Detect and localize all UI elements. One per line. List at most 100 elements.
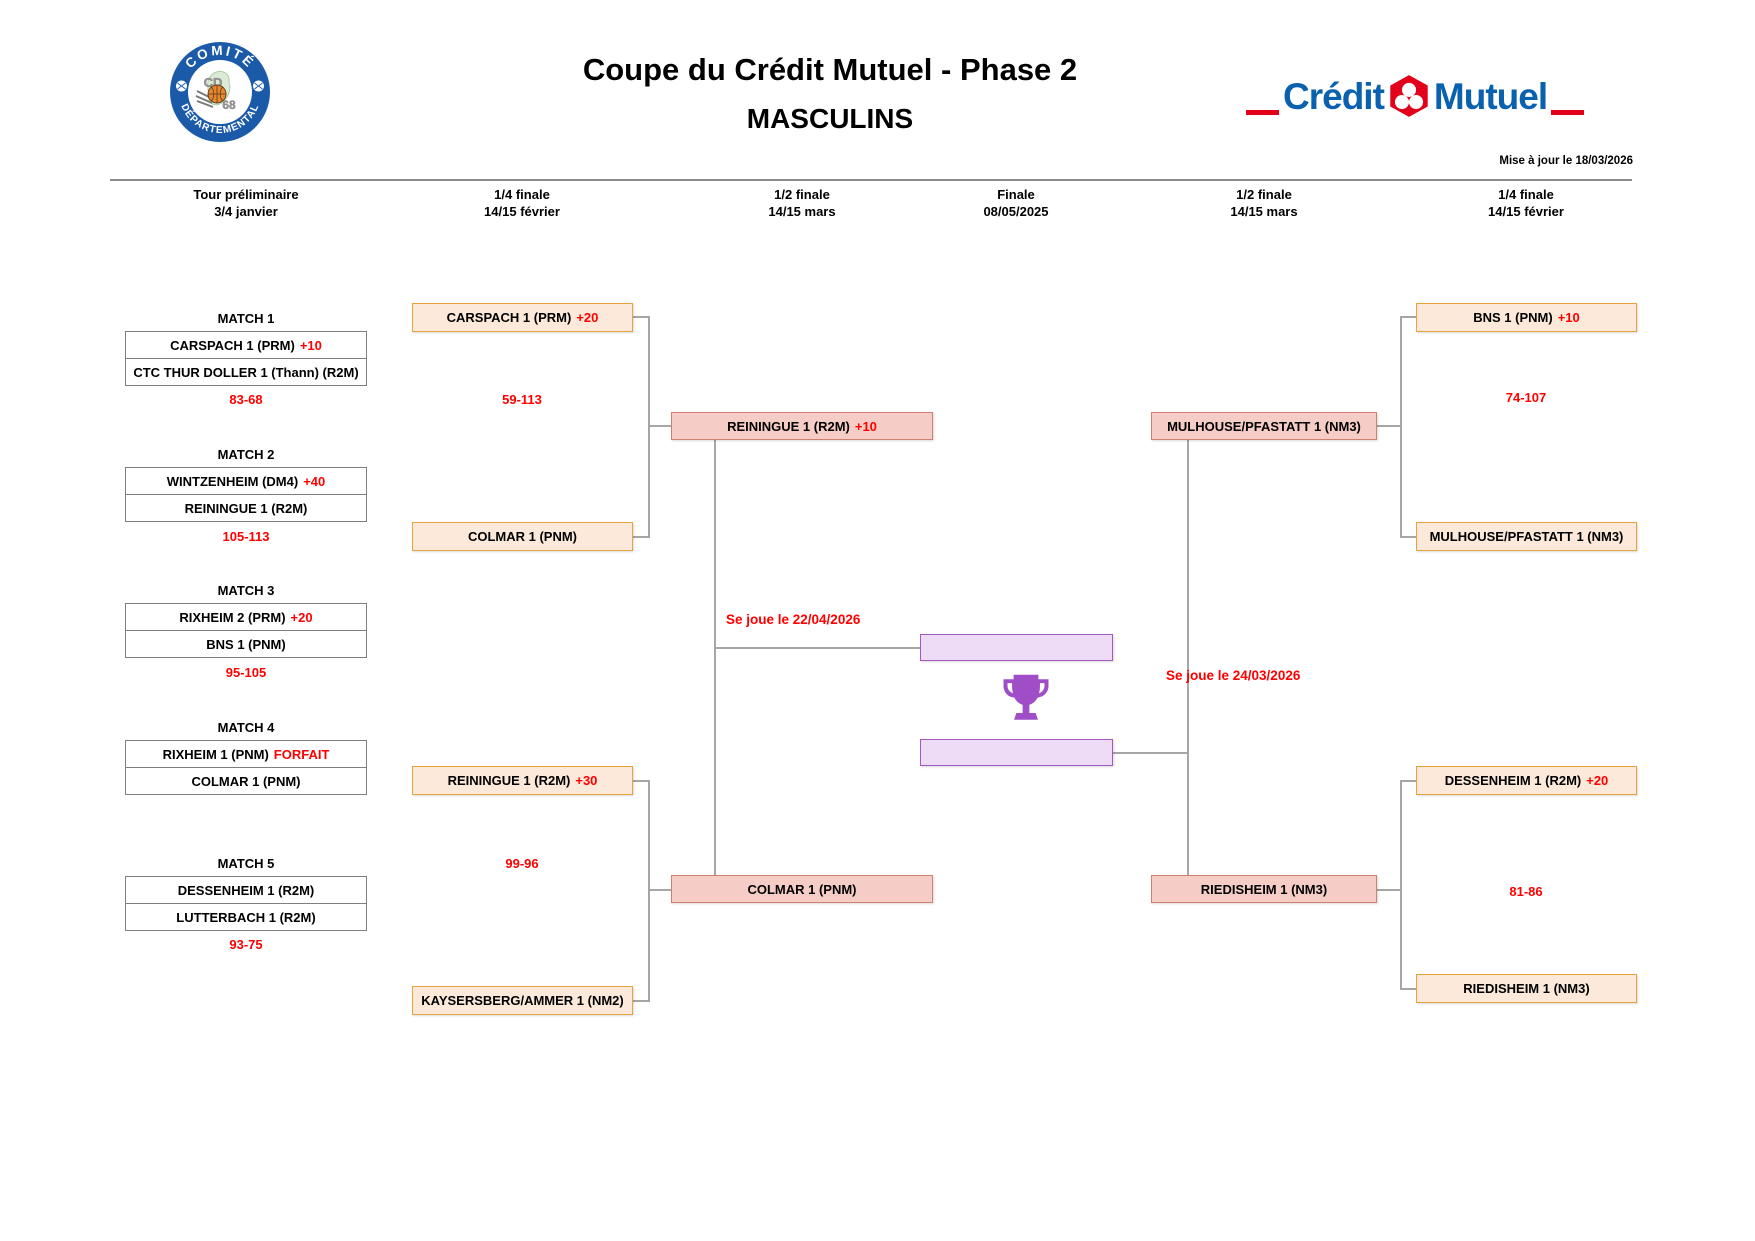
team-name: CARSPACH 1 (PRM) [446,310,572,325]
column-date: 14/15 février [484,204,560,219]
team-bonus: +20 [290,609,313,625]
match-2-box: WINTZENHEIM (DM4) +40 REININGUE 1 (R2M) [125,467,367,522]
qf-left-4: KAYSERSBERG/AMMER 1 (NM2) [412,986,633,1015]
bracket-line [1400,536,1416,538]
trophy-icon [1003,674,1049,720]
team-name: WINTZENHEIM (DM4) [166,473,299,489]
column-date: 14/15 mars [1230,204,1298,219]
qf-left-2: COLMAR 1 (PNM) [412,522,633,551]
qf-left-3: REININGUE 1 (R2M) +30 [412,766,633,795]
match-3-score: 95-105 [225,665,267,680]
final-slot-bottom [920,739,1113,766]
team-name: BNS 1 (PNM) [1473,310,1553,325]
qf-right-2: MULHOUSE/PFASTATT 1 (NM3) [1416,522,1637,551]
qf-right-3-score: 81-86 [1509,884,1543,899]
team-bonus: +10 [1557,310,1580,325]
bracket-line [1400,780,1416,782]
column-header-final: Finale 08/05/2025 [896,186,1136,220]
team-name: DESSENHEIM 1 (R2M) [1444,773,1582,788]
team-name: KAYSERSBERG/AMMER 1 (NM2) [421,993,624,1008]
match-2-score: 105-113 [222,529,270,544]
team-name: DESSENHEIM 1 (R2M) [177,882,315,898]
qf-left-1: CARSPACH 1 (PRM) +20 [412,303,633,332]
column-date: 14/15 mars [768,204,836,219]
updated-label: Mise à jour le [1499,155,1573,167]
team-row: DESSENHEIM 1 (R2M) [126,877,366,904]
column-date: 3/4 janvier [214,204,278,219]
bracket-line [633,1000,650,1002]
sf-left-2: COLMAR 1 (PNM) [671,875,933,903]
bracket-line [633,536,650,538]
qf-right-4: RIEDISHEIM 1 (NM3) [1416,974,1637,1003]
bracket-line [1377,889,1401,891]
team-bonus: +20 [576,310,599,325]
sf-left-1: REININGUE 1 (R2M) +10 [671,412,933,440]
bracket-line [1187,440,1189,877]
match-1-box: CARSPACH 1 (PRM) +10 CTC THUR DOLLER 1 (… [125,331,367,386]
column-label: Tour préliminaire [193,187,299,202]
team-bonus: +10 [854,418,877,434]
brand-word-credit: Crédit [1283,75,1385,117]
bracket-line [1400,988,1416,990]
team-name: MULHOUSE/PFASTATT 1 (NM3) [1429,529,1624,544]
team-name: CTC THUR DOLLER 1 (Thann) (R2M) [133,364,359,380]
match-4-box: RIXHEIM 1 (PNM) FORFAIT COLMAR 1 (PNM) [125,740,367,795]
header-divider [110,179,1632,181]
column-header-quarter-left: 1/4 finale 14/15 février [402,186,642,220]
qf-right-1: BNS 1 (PNM) +10 [1416,303,1637,332]
bracket-line [714,440,716,877]
updated-value: 18/03/2026 [1575,155,1633,167]
sf-right-2: RIEDISHEIM 1 (NM3) [1151,875,1377,903]
bracket-line [1400,780,1402,990]
team-name: REININGUE 1 (R2M) [184,500,308,516]
bracket-line [633,780,650,782]
team-name: RIXHEIM 1 (PNM) [162,746,269,762]
bracket-line [648,316,650,538]
bracket-line [648,889,671,891]
team-name: MULHOUSE/PFASTATT 1 (NM3) [1167,418,1361,434]
match-3-label: MATCH 3 [217,583,275,598]
bracket-line [1113,752,1188,754]
qf-right-1-score: 74-107 [1505,390,1547,405]
team-name: LUTTERBACH 1 (R2M) [176,909,316,925]
qf-right-3: DESSENHEIM 1 (R2M) +20 [1416,766,1637,795]
column-label: 1/2 finale [774,187,830,202]
team-bonus: FORFAIT [273,746,330,762]
bracket-line [1377,425,1401,427]
team-row: BNS 1 (PNM) [126,631,366,657]
team-row: RIXHEIM 2 (PRM) +20 [126,604,366,631]
brand-word-mutuel: Mutuel [1433,75,1548,117]
semi-left-date-note: Se joue le 22/04/2026 [726,612,861,627]
team-row: CTC THUR DOLLER 1 (Thann) (R2M) [126,359,366,385]
bracket-line [1400,316,1416,318]
team-name: RIXHEIM 2 (PRM) [179,609,286,625]
team-row: CARSPACH 1 (PRM) +10 [126,332,366,359]
qf-left-3-score: 99-96 [505,856,539,871]
column-label: Finale [997,187,1035,202]
bracket-line [633,316,650,318]
team-row: WINTZENHEIM (DM4) +40 [126,468,366,495]
column-header-quarter-right: 1/4 finale 14/15 février [1406,186,1646,220]
match-5-score: 93-75 [229,937,263,952]
bracket-line [648,780,650,1002]
updated-date: Mise à jour le 18/03/2026 [1499,155,1633,167]
team-bonus: +40 [303,473,326,489]
column-label: 1/2 finale [1236,187,1292,202]
match-1-score: 83-68 [229,392,263,407]
team-name: COLMAR 1 (PNM) [191,773,301,789]
column-date: 08/05/2025 [983,204,1049,219]
match-1-label: MATCH 1 [217,311,275,326]
team-name: COLMAR 1 (PNM) [467,529,578,544]
bracket-line [714,647,920,649]
team-bonus: +10 [299,337,322,353]
team-name: COLMAR 1 (PNM) [747,881,857,897]
page-subtitle: MASCULINS [746,103,914,134]
column-date: 14/15 février [1488,204,1564,219]
match-2-label: MATCH 2 [217,447,275,462]
brand-dash-left [1246,110,1279,115]
match-5-label: MATCH 5 [217,856,275,871]
team-row: LUTTERBACH 1 (R2M) [126,904,366,930]
team-name: REININGUE 1 (R2M) [447,773,571,788]
column-header-semi-right: 1/2 finale 14/15 mars [1144,186,1384,220]
